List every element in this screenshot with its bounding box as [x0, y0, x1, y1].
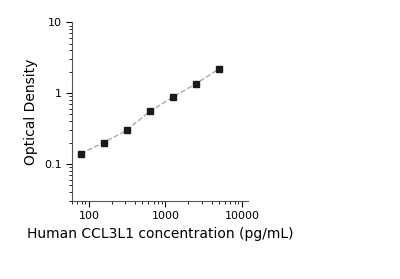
X-axis label: Human CCL3L1 concentration (pg/mL): Human CCL3L1 concentration (pg/mL): [27, 227, 293, 241]
Y-axis label: Optical Density: Optical Density: [24, 58, 38, 165]
